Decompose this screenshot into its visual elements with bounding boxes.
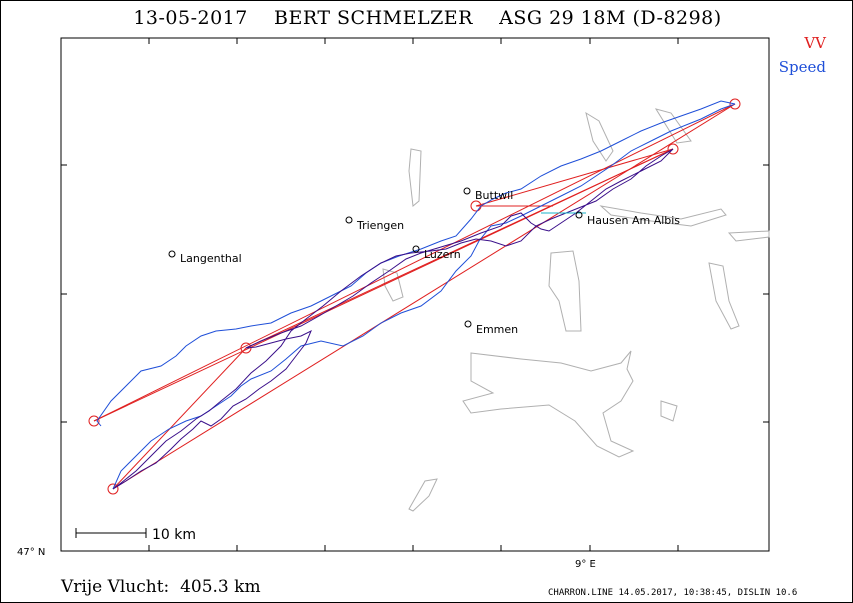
place-label-hausen: Hausen Am Albis bbox=[587, 214, 680, 227]
places: Buttwil Triengen Hausen Am Albis Langent… bbox=[168, 187, 680, 336]
scale-label: 10 km bbox=[152, 527, 196, 543]
lon-label: 9° E bbox=[575, 559, 596, 570]
place-label-buttwil: Buttwil bbox=[475, 189, 513, 202]
place-label-triengen: Triengen bbox=[356, 219, 404, 232]
place-label-langenthal: Langenthal bbox=[180, 252, 242, 265]
place-emmen: Emmen bbox=[464, 320, 518, 336]
lakes bbox=[382, 108, 770, 512]
page-title: 13-05-2017 BERT SCHMELZER ASG 29 18M (D-… bbox=[133, 7, 722, 29]
distance-label: Vrije Vlucht: 405.3 km bbox=[61, 577, 261, 597]
place-label-emmen: Emmen bbox=[476, 323, 518, 336]
x-ticks bbox=[148, 38, 679, 551]
track-purple bbox=[112, 148, 674, 490]
lat-label: 47° N bbox=[17, 547, 45, 558]
legend-speed: Speed bbox=[778, 58, 826, 76]
legend-vv: VV bbox=[804, 34, 826, 52]
y-ticks bbox=[61, 164, 769, 552]
map-frame bbox=[60, 37, 770, 552]
place-label-luzern: Luzern bbox=[424, 248, 461, 261]
credits-label: CHARRON.LINE 14.05.2017, 10:38:45, DISLI… bbox=[548, 588, 798, 598]
place-triengen: Triengen bbox=[345, 216, 404, 232]
place-buttwil: Buttwil bbox=[463, 187, 513, 202]
scale-bar: 10 km bbox=[75, 527, 196, 543]
place-hausen-am-albis: Hausen Am Albis bbox=[575, 211, 680, 227]
task-lines bbox=[93, 103, 736, 490]
place-langenthal: Langenthal bbox=[168, 250, 242, 265]
place-luzern: Luzern bbox=[412, 245, 461, 261]
